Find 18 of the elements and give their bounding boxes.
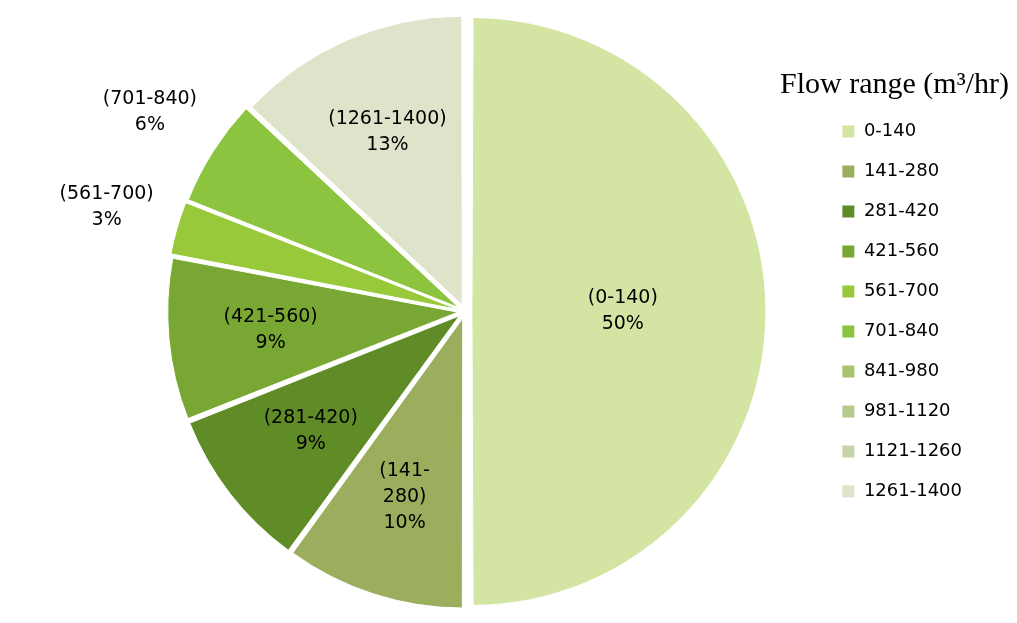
legend-label: 0-140 (863, 119, 917, 141)
data-label: (421-560) 9% (223, 303, 318, 352)
data-label: (281-420) 9% (263, 405, 358, 454)
data-label: (561-700) 3% (59, 181, 154, 230)
legend-label: 281-420 (863, 199, 940, 221)
data-label: (141- 280) 10% (379, 458, 430, 533)
legend-label: 981-1120 (863, 399, 951, 421)
legend-label: 421-560 (863, 239, 940, 261)
data-label: (701-840) 6% (102, 85, 198, 134)
legend-title: Flow range (m³/hr) (780, 66, 1010, 101)
legend-label: 561-700 (863, 279, 940, 301)
legend-label: 141-280 (863, 159, 940, 181)
legend-label: 841-980 (863, 359, 940, 381)
data-label: (0-140) 50% (587, 285, 658, 334)
legend-label: 1261-1400 (863, 479, 963, 501)
data-label: (1261-1400) 13% (328, 106, 447, 155)
legend-label: 1121-1260 (863, 439, 963, 461)
legend-label: 701-840 (863, 319, 940, 341)
